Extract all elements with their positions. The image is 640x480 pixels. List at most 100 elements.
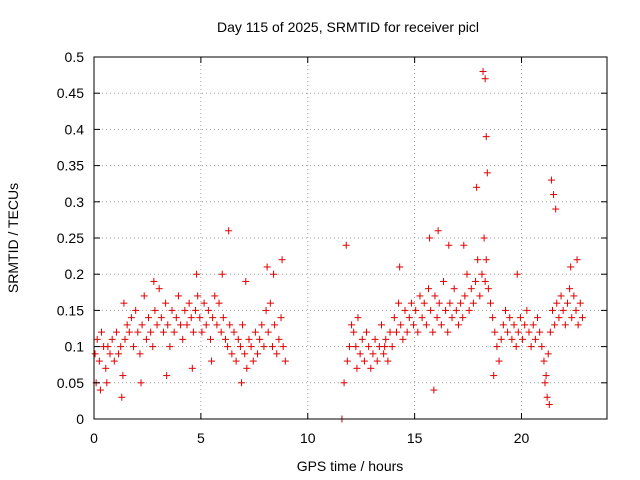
- data-point: [525, 328, 533, 336]
- data-point: [414, 328, 422, 336]
- data-point: [431, 292, 439, 300]
- data-point: [202, 321, 210, 329]
- data-point: [570, 292, 578, 300]
- y-tick-labels: 0 0.05 0.1 0.15 0.2 0.25 0.3 0.35 0.4 0.45 0.5: [57, 49, 84, 427]
- data-point: [540, 357, 548, 365]
- data-point: [155, 285, 163, 293]
- data-point: [179, 335, 187, 343]
- data-point: [538, 343, 546, 351]
- data-point: [410, 321, 418, 329]
- y-tick-label: 0.45: [57, 85, 84, 101]
- data-point: [514, 328, 522, 336]
- data-point: [226, 321, 234, 329]
- data-point: [544, 350, 552, 358]
- data-point: [168, 306, 176, 314]
- y-axis-label: SRMTID / TECUs: [5, 183, 21, 293]
- data-point: [510, 321, 518, 329]
- data-point: [230, 328, 238, 336]
- data-point: [281, 357, 289, 365]
- data-point: [215, 299, 223, 307]
- data-point: [271, 321, 279, 329]
- data-point: [356, 350, 364, 358]
- data-point: [151, 306, 159, 314]
- data-point: [405, 314, 413, 322]
- data-point: [224, 343, 232, 351]
- data-point: [273, 350, 281, 358]
- data-point: [472, 277, 480, 285]
- data-point: [382, 335, 390, 343]
- y-tick-label: 0.3: [65, 194, 85, 210]
- data-point: [482, 133, 490, 141]
- data-point: [512, 343, 520, 351]
- y-tick-label: 0.5: [65, 49, 85, 65]
- data-point: [545, 401, 553, 409]
- data-points: [91, 67, 586, 423]
- data-point: [369, 350, 377, 358]
- data-point: [119, 372, 127, 380]
- data-point: [200, 299, 208, 307]
- data-point: [490, 372, 498, 380]
- data-point: [529, 321, 537, 329]
- y-tick-label: 0.15: [57, 302, 84, 318]
- data-point: [102, 364, 110, 372]
- data-point: [350, 328, 358, 336]
- data-point: [208, 357, 216, 365]
- data-point: [198, 328, 206, 336]
- data-point: [103, 379, 111, 387]
- data-point: [247, 343, 255, 351]
- data-point: [164, 321, 172, 329]
- data-point: [542, 372, 550, 380]
- y-tick-label: 0: [76, 411, 84, 427]
- axis-ticks: [93, 56, 607, 420]
- data-point: [118, 393, 126, 401]
- data-point: [559, 306, 567, 314]
- data-point: [187, 314, 195, 322]
- data-point: [422, 321, 430, 329]
- data-point: [484, 285, 492, 293]
- data-point: [343, 357, 351, 365]
- data-point: [489, 314, 497, 322]
- data-point: [476, 292, 484, 300]
- data-point: [548, 306, 556, 314]
- data-point: [407, 299, 415, 307]
- y-tick-label: 0.05: [57, 375, 84, 391]
- data-point: [483, 169, 491, 177]
- data-point: [218, 270, 226, 278]
- data-point: [134, 328, 142, 336]
- data-point: [228, 350, 236, 358]
- data-point: [445, 241, 453, 249]
- data-point: [225, 227, 233, 235]
- data-point: [185, 299, 193, 307]
- data-point: [497, 335, 505, 343]
- data-point: [117, 343, 125, 351]
- data-point: [392, 328, 400, 336]
- data-point: [416, 292, 424, 300]
- data-point: [213, 321, 221, 329]
- data-point: [534, 314, 542, 322]
- data-point: [256, 335, 264, 343]
- data-point: [120, 299, 128, 307]
- data-point: [353, 364, 361, 372]
- data-point: [454, 321, 462, 329]
- x-tick-label: 10: [300, 430, 316, 446]
- data-point: [127, 314, 135, 322]
- data-point: [91, 350, 99, 358]
- data-point: [177, 321, 185, 329]
- data-point: [546, 328, 554, 336]
- data-point: [188, 364, 196, 372]
- data-point: [418, 314, 426, 322]
- data-point: [192, 306, 200, 314]
- data-point: [270, 270, 278, 278]
- data-point: [183, 321, 191, 329]
- data-point: [536, 328, 544, 336]
- data-point: [236, 343, 244, 351]
- data-point: [390, 314, 398, 322]
- data-point: [237, 379, 245, 387]
- data-point: [493, 343, 501, 351]
- data-point: [262, 306, 270, 314]
- data-point: [401, 306, 409, 314]
- data-point: [480, 234, 488, 242]
- data-point: [543, 393, 551, 401]
- data-point: [266, 299, 274, 307]
- data-point: [555, 314, 563, 322]
